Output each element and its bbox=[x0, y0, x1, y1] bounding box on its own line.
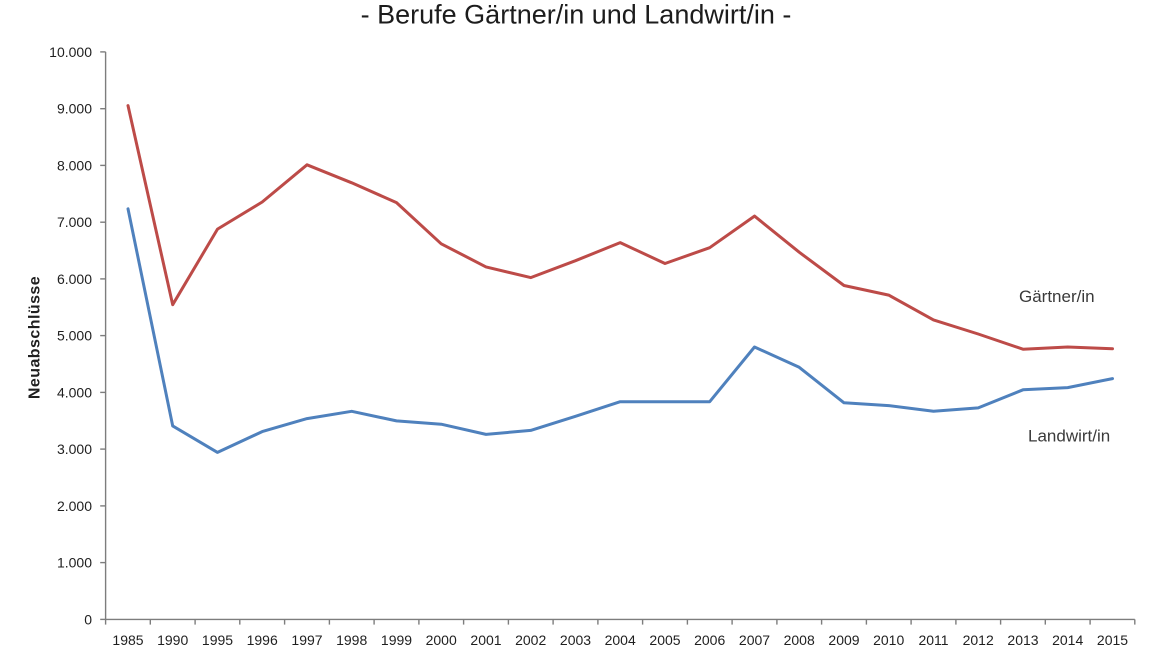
svg-text:2012: 2012 bbox=[963, 632, 994, 648]
svg-text:1.000: 1.000 bbox=[57, 555, 92, 571]
svg-text:- Berufe Gärtner/in und Landwi: - Berufe Gärtner/in und Landwirt/in - bbox=[361, 0, 792, 30]
svg-text:0: 0 bbox=[84, 611, 92, 627]
svg-text:2003: 2003 bbox=[560, 632, 591, 648]
svg-text:2008: 2008 bbox=[784, 632, 815, 648]
svg-text:3.000: 3.000 bbox=[57, 441, 92, 457]
svg-text:2015: 2015 bbox=[1097, 632, 1128, 648]
svg-text:10.000: 10.000 bbox=[49, 44, 92, 60]
svg-text:1996: 1996 bbox=[247, 632, 278, 648]
svg-text:5.000: 5.000 bbox=[57, 328, 92, 344]
svg-text:2000: 2000 bbox=[426, 632, 457, 648]
svg-text:7.000: 7.000 bbox=[57, 214, 92, 230]
svg-text:2007: 2007 bbox=[739, 632, 770, 648]
svg-text:2006: 2006 bbox=[694, 632, 725, 648]
svg-text:1995: 1995 bbox=[202, 632, 233, 648]
svg-text:2014: 2014 bbox=[1052, 632, 1083, 648]
svg-text:1985: 1985 bbox=[112, 632, 143, 648]
svg-text:2005: 2005 bbox=[649, 632, 680, 648]
svg-text:8.000: 8.000 bbox=[57, 157, 92, 173]
svg-text:1999: 1999 bbox=[381, 632, 412, 648]
svg-text:2011: 2011 bbox=[918, 632, 948, 648]
svg-text:9.000: 9.000 bbox=[57, 101, 92, 117]
svg-text:2013: 2013 bbox=[1007, 632, 1038, 648]
svg-text:Landwirt/in: Landwirt/in bbox=[1028, 427, 1110, 446]
svg-text:4.000: 4.000 bbox=[57, 384, 92, 400]
svg-text:1998: 1998 bbox=[336, 632, 367, 648]
svg-text:2002: 2002 bbox=[515, 632, 546, 648]
svg-text:2010: 2010 bbox=[873, 632, 904, 648]
svg-text:1990: 1990 bbox=[157, 632, 188, 648]
svg-text:2.000: 2.000 bbox=[57, 498, 92, 514]
svg-text:2004: 2004 bbox=[605, 632, 636, 648]
svg-text:2001: 2001 bbox=[470, 632, 501, 648]
svg-text:2009: 2009 bbox=[828, 632, 859, 648]
svg-text:Gärtner/in: Gärtner/in bbox=[1019, 287, 1095, 306]
svg-text:6.000: 6.000 bbox=[57, 271, 92, 287]
svg-text:Neuabschlüsse: Neuabschlüsse bbox=[27, 276, 44, 399]
svg-text:1997: 1997 bbox=[291, 632, 322, 648]
